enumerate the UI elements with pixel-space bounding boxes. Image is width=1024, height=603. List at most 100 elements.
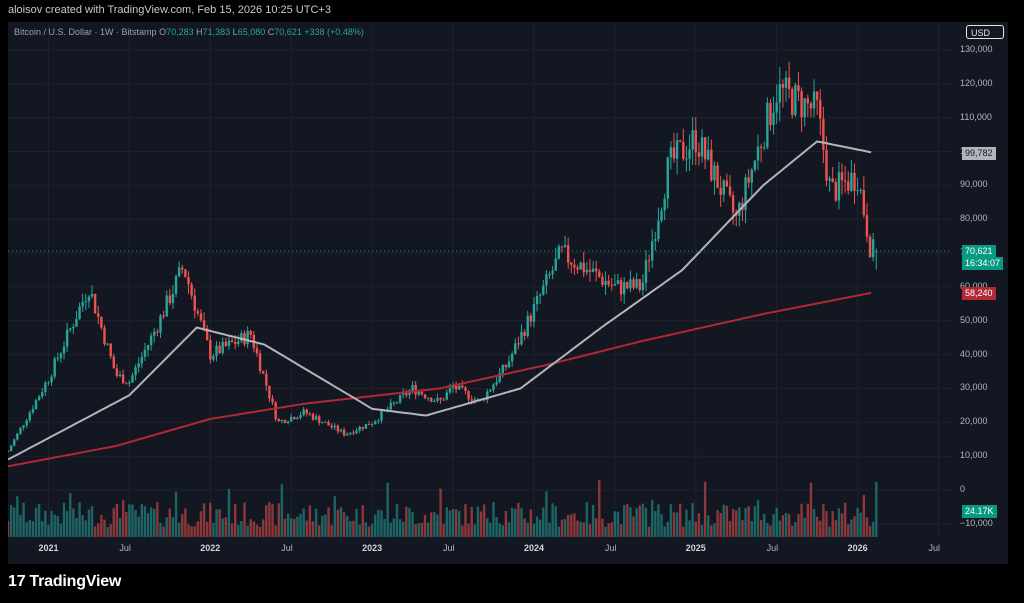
candle-body <box>436 397 439 401</box>
candle-body <box>380 411 383 421</box>
tradingview-logo[interactable]: 17 TradingView <box>8 573 121 591</box>
volume-bar <box>486 518 489 537</box>
price-chart[interactable] <box>8 22 1008 564</box>
candle-body <box>271 398 274 403</box>
volume-bar <box>629 507 632 537</box>
volume-bar <box>451 508 455 537</box>
volume-bar <box>265 505 268 537</box>
volume-bar <box>386 482 389 537</box>
volume-bar <box>78 502 81 537</box>
volume-bar <box>112 508 116 537</box>
x-tick-label: Jul <box>443 543 455 553</box>
legend-high-label: H <box>196 27 203 37</box>
candle-body <box>445 392 449 400</box>
candle-body <box>405 393 408 396</box>
volume-bar <box>426 522 430 537</box>
candle-body <box>557 246 561 259</box>
ma50-badge: 99,782 <box>962 147 996 160</box>
candle-body <box>675 140 679 159</box>
volume-bar <box>598 480 601 537</box>
volume-bar <box>156 502 159 537</box>
candle-body <box>750 169 753 183</box>
volume-bar <box>585 502 589 537</box>
candle-body <box>819 99 822 119</box>
candle-body <box>604 280 607 285</box>
volume-bar <box>423 514 427 537</box>
candle-body <box>448 388 452 393</box>
candle-body <box>763 147 766 149</box>
candle-body <box>361 426 364 429</box>
volume-bar <box>41 521 44 537</box>
volume-bar <box>380 510 383 537</box>
volume-bar <box>663 526 666 537</box>
volume-bar <box>271 504 274 537</box>
volume-bar <box>806 503 810 537</box>
candle-body <box>97 313 100 317</box>
legend-high-value: 71,383 <box>202 27 231 37</box>
candle-body <box>246 331 249 345</box>
volume-bar <box>573 513 576 537</box>
candle-body <box>258 353 262 372</box>
candle-body <box>809 103 813 109</box>
candle-body <box>747 177 750 183</box>
volume-bar <box>862 494 866 537</box>
candle-body <box>613 284 617 286</box>
candle-body <box>333 425 336 428</box>
x-tick-label: 2025 <box>685 543 706 553</box>
candle-body <box>576 267 579 270</box>
volume-bar <box>607 523 610 537</box>
volume-bar <box>498 523 501 537</box>
volume-bar <box>146 513 150 537</box>
volume-bar <box>741 520 744 537</box>
volume-bar <box>588 524 592 537</box>
volume-bar <box>682 526 685 537</box>
volume-bar <box>638 505 641 537</box>
candle-body <box>19 427 22 434</box>
candle-body <box>520 331 523 345</box>
volume-bar <box>551 503 554 537</box>
candle-body <box>510 353 514 362</box>
candle-body <box>784 77 788 88</box>
volume-bar <box>383 518 386 537</box>
volume-bar <box>479 511 483 537</box>
candle-body <box>850 172 853 191</box>
candle-body <box>143 349 147 357</box>
candle-body <box>31 409 35 413</box>
volume-bar <box>69 493 72 537</box>
candle-body <box>803 98 806 118</box>
chart-pane[interactable]: Bitcoin / U.S. Dollar · 1W · Bitstamp O7… <box>8 22 1008 564</box>
volume-bar <box>523 518 526 537</box>
candle-body <box>283 420 287 424</box>
last-price-badge: 70,621 <box>962 245 996 258</box>
y-tick-label: 10,000 <box>960 450 988 461</box>
volume-bar <box>230 523 234 537</box>
volume-bar <box>286 513 290 537</box>
candle-body <box>146 345 150 350</box>
volume-bar <box>781 515 785 537</box>
candle-body <box>554 258 557 271</box>
volume-bar <box>414 524 417 537</box>
volume-bar <box>784 513 788 537</box>
volume-bar <box>121 500 125 537</box>
volume-bar <box>364 522 368 537</box>
volume-bar <box>654 511 657 537</box>
candle-body <box>128 382 131 384</box>
volume-bar <box>601 518 604 537</box>
candle-body <box>523 331 526 336</box>
volume-bar <box>28 519 31 537</box>
volume-bar <box>318 525 321 537</box>
volume-bar <box>159 522 162 537</box>
volume-bar <box>557 526 561 537</box>
candle-body <box>865 215 869 237</box>
volume-bar <box>314 508 318 537</box>
candle-body <box>37 396 41 401</box>
candle-body <box>570 262 573 265</box>
volume-bar <box>218 509 221 537</box>
volume-bar <box>34 507 38 537</box>
volume-bar <box>227 488 231 537</box>
currency-button[interactable]: USD <box>966 25 1004 39</box>
y-tick-label: 20,000 <box>960 416 988 427</box>
volume-bar <box>679 503 682 537</box>
candle-body <box>342 429 346 436</box>
volume-bar <box>791 525 794 537</box>
